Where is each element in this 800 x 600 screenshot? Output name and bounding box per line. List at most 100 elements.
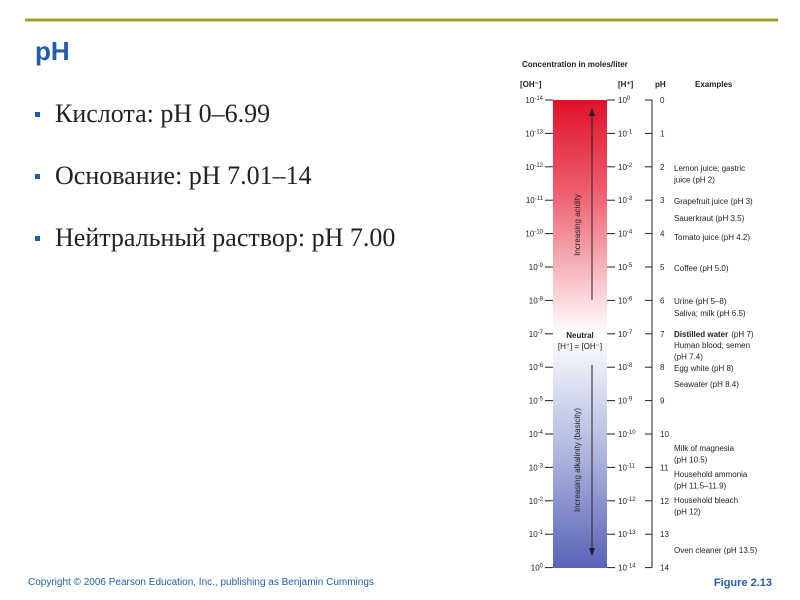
h-label: 10-7 <box>618 330 633 339</box>
copyright: Copyright © 2006 Pearson Education, Inc.… <box>28 577 374 588</box>
base: 10 <box>526 196 535 205</box>
example-text: (pH 7) <box>731 330 754 339</box>
oh-label: 10-1 <box>529 530 544 539</box>
arrow-head <box>589 548 595 556</box>
exponent: -8 <box>538 296 544 302</box>
figure-label: Figure 2.13 <box>714 577 772 589</box>
example: (pH 11.5–11.9) <box>674 482 727 491</box>
ph-value: 4 <box>660 230 665 239</box>
base: 10 <box>529 363 538 372</box>
example: Milk of magnesia <box>674 444 735 453</box>
ph-value: 7 <box>660 330 665 339</box>
base: 10 <box>618 196 627 205</box>
base: 10 <box>525 96 534 105</box>
oh-label: 10-8 <box>529 296 544 305</box>
ph-value: 9 <box>660 397 665 406</box>
example: Sauerkraut (pH 3.5) <box>674 214 745 223</box>
bullet-text: Кислота: pH 0–6.99 <box>55 99 270 128</box>
base: 10 <box>618 430 627 439</box>
example: (pH 10.5) <box>674 456 708 465</box>
acid-label: Increasing acidity <box>573 194 582 256</box>
base: 10 <box>618 497 627 506</box>
base: 10 <box>529 430 538 439</box>
bullet-text: Основание: pH 7.01–14 <box>55 161 312 190</box>
base: 10 <box>618 263 627 272</box>
h-label: 10-12 <box>618 497 636 506</box>
example: Household bleach <box>674 496 738 505</box>
example: Grapefruit juice (pH 3) <box>674 197 753 206</box>
example: Human blood; semen <box>674 341 750 350</box>
ph-value: 1 <box>660 129 665 138</box>
oh-label: 10-6 <box>529 363 544 372</box>
oh-label: 10-13 <box>525 129 543 138</box>
example: Tomato juice (pH 4.2) <box>674 233 750 242</box>
base: 10 <box>618 463 627 472</box>
example: Oven cleaner (pH 13.5) <box>674 546 757 555</box>
exponent: 0 <box>540 564 544 570</box>
example: Lemon juice; gastric <box>674 164 745 173</box>
base: 10 <box>618 363 627 372</box>
exponent: -10 <box>534 230 543 236</box>
h-label: 10-13 <box>618 530 636 539</box>
base: 10 <box>529 296 538 305</box>
exponent: -4 <box>538 430 544 436</box>
oh-label: 10-2 <box>529 497 544 506</box>
bullet-mark <box>35 236 40 241</box>
base: 10 <box>525 230 534 239</box>
exponent: -9 <box>627 397 633 403</box>
h-label: 10-1 <box>618 129 633 138</box>
h-label: 10-14 <box>618 564 636 573</box>
ph-value: 2 <box>660 163 665 172</box>
oh-label: 100 <box>531 564 544 573</box>
exponent: -13 <box>627 530 636 536</box>
ph-value: 14 <box>660 564 669 573</box>
example: Urine (pH 5–8) <box>674 297 727 306</box>
base: 10 <box>618 330 627 339</box>
ph-figure: Concentration in moles/liter [OH⁻] [H⁺] … <box>520 60 757 573</box>
example: Distilled water (pH 7) <box>674 330 754 339</box>
h-label: 10-10 <box>618 430 636 439</box>
ph-value: 3 <box>660 196 665 205</box>
ph-value: 5 <box>660 263 665 272</box>
exponent: -9 <box>538 263 544 269</box>
base: 10 <box>529 530 538 539</box>
col-oh: [OH⁻] <box>520 80 542 89</box>
base: 10 <box>529 497 538 506</box>
exponent: -12 <box>627 497 636 503</box>
exponent: -6 <box>538 363 544 369</box>
ph-value: 8 <box>660 363 665 372</box>
exponent: -7 <box>627 330 633 336</box>
example: juice (pH 2) <box>673 176 715 185</box>
ph-bar <box>553 100 607 568</box>
base: 10 <box>618 530 627 539</box>
exponent: -5 <box>627 263 633 269</box>
base: 10 <box>618 230 627 239</box>
base: 10 <box>529 330 538 339</box>
oh-label: 10-4 <box>529 430 544 439</box>
exponent: 0 <box>627 96 631 102</box>
h-label: 100 <box>618 96 631 105</box>
oh-label: 10-3 <box>529 463 544 472</box>
oh-label: 10-14 <box>525 96 543 105</box>
h-label: 10-3 <box>618 196 633 205</box>
neutral-label: Neutral <box>566 331 594 340</box>
exponent: -14 <box>627 564 636 570</box>
ph-value: 12 <box>660 497 669 506</box>
h-label: 10-2 <box>618 163 633 172</box>
exponent: -14 <box>534 96 543 102</box>
base: 10 <box>529 397 538 406</box>
arrow-head <box>589 108 595 116</box>
example: Coffee (pH 5.0) <box>674 264 729 273</box>
example-strong: Distilled water <box>674 330 728 339</box>
exponent: -2 <box>538 497 544 503</box>
ph-value: 13 <box>660 530 669 539</box>
base: 10 <box>618 564 627 573</box>
exponent: -2 <box>627 163 633 169</box>
ph-value: 0 <box>660 96 665 105</box>
col-h: [H⁺] <box>618 80 634 89</box>
exponent: -11 <box>535 196 544 202</box>
h-label: 10-5 <box>618 263 633 272</box>
ph-value: 6 <box>660 296 665 305</box>
bullet-text: Нейтральный раствор: pH 7.00 <box>55 223 395 252</box>
